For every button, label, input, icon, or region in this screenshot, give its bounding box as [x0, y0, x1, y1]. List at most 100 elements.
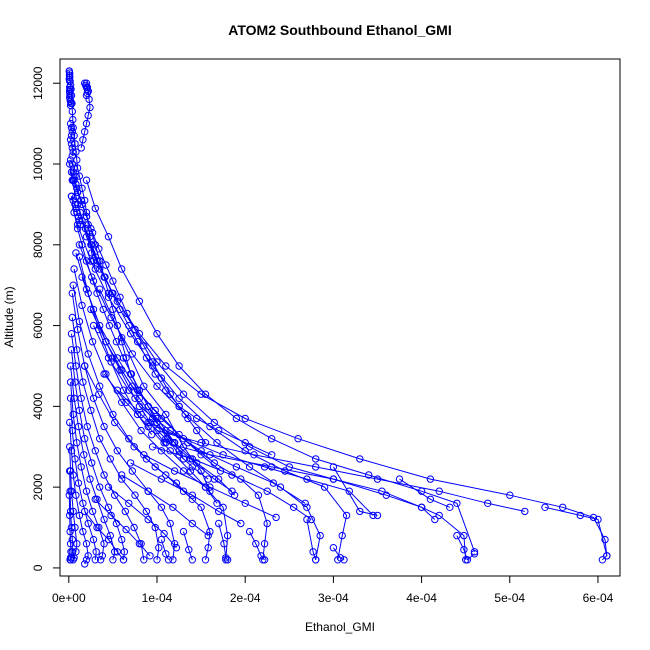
x-tick-label: 5e-04 [494, 591, 525, 605]
data-point [130, 523, 138, 532]
data-point [541, 503, 549, 511]
data-point [179, 390, 188, 398]
data-point [82, 176, 91, 184]
data-point [170, 540, 179, 548]
series-group [73, 220, 351, 564]
series-line [94, 498, 151, 557]
series-group [140, 451, 280, 522]
data-point [109, 289, 117, 297]
data-point [78, 301, 86, 310]
data-point [142, 354, 151, 362]
data-point [96, 556, 105, 564]
data-point [84, 350, 92, 358]
data-point [131, 394, 139, 402]
data-point [160, 529, 168, 538]
data-point [78, 184, 86, 193]
data-point [101, 273, 109, 281]
data-point [106, 455, 115, 463]
data-point [81, 435, 89, 443]
data-point [228, 487, 236, 495]
data-point [223, 556, 232, 564]
data-point [137, 426, 145, 435]
data-point [118, 265, 126, 273]
data-point [84, 552, 92, 560]
series-line [99, 288, 211, 492]
data-point [241, 414, 249, 423]
data-point [470, 550, 479, 558]
x-tick-label: 3e-04 [318, 591, 349, 605]
data-point [66, 160, 74, 168]
series-line [73, 268, 229, 560]
data-point [71, 172, 79, 180]
data-point [164, 556, 173, 564]
series-group [65, 67, 74, 85]
chart-title: ATOM2 Southbound Ethanol_GMI [228, 22, 451, 38]
series-line [139, 406, 306, 504]
series-group [395, 475, 454, 511]
data-point [153, 358, 161, 366]
data-point [89, 321, 98, 330]
data-point [435, 487, 443, 495]
series-group [215, 519, 232, 564]
series-group [66, 394, 100, 564]
data-point [73, 188, 82, 197]
data-point [146, 418, 154, 427]
data-point [69, 115, 77, 124]
data-point [559, 503, 567, 511]
data-point [263, 519, 271, 528]
y-tick-label: 0 [31, 564, 45, 571]
data-point [100, 515, 108, 524]
data-point [241, 499, 249, 507]
data-point [76, 220, 85, 229]
data-point [130, 443, 138, 451]
data-point [121, 507, 130, 516]
data-point [118, 334, 126, 342]
data-point [260, 463, 269, 471]
data-point [118, 471, 126, 479]
data-point [417, 503, 426, 511]
data-point [96, 285, 104, 293]
data-point [162, 550, 170, 558]
data-point [122, 525, 130, 534]
data-point [603, 552, 611, 560]
series-group [67, 192, 85, 229]
data-point [148, 362, 157, 370]
data-point [426, 475, 435, 483]
data-point [336, 554, 345, 562]
data-point [312, 556, 320, 564]
data-point [460, 531, 468, 540]
data-point [120, 548, 129, 556]
data-point [91, 265, 100, 273]
data-point [206, 487, 214, 495]
series-group [245, 527, 269, 564]
series-layer [65, 67, 611, 568]
data-point [79, 136, 87, 144]
series-group [100, 370, 221, 507]
series-line [78, 244, 321, 560]
series-line [77, 204, 608, 561]
data-point [172, 544, 181, 552]
data-point [68, 144, 77, 152]
data-point [155, 544, 163, 552]
series-line [78, 256, 153, 435]
data-point [166, 447, 174, 455]
data-point [216, 467, 225, 475]
data-point [66, 487, 74, 495]
data-point [378, 487, 386, 495]
data-point [188, 463, 197, 471]
data-point [179, 527, 188, 536]
data-point [69, 148, 77, 156]
series-line [84, 83, 89, 96]
series-group [157, 535, 173, 564]
data-point [197, 503, 205, 511]
data-point [72, 180, 80, 188]
data-point [169, 503, 177, 511]
data-point [71, 378, 79, 386]
series-group [70, 265, 232, 564]
data-point [88, 229, 97, 237]
data-point [169, 439, 177, 447]
series-line [306, 519, 317, 560]
data-point [153, 330, 161, 338]
data-point [197, 447, 205, 455]
data-point [162, 471, 170, 479]
